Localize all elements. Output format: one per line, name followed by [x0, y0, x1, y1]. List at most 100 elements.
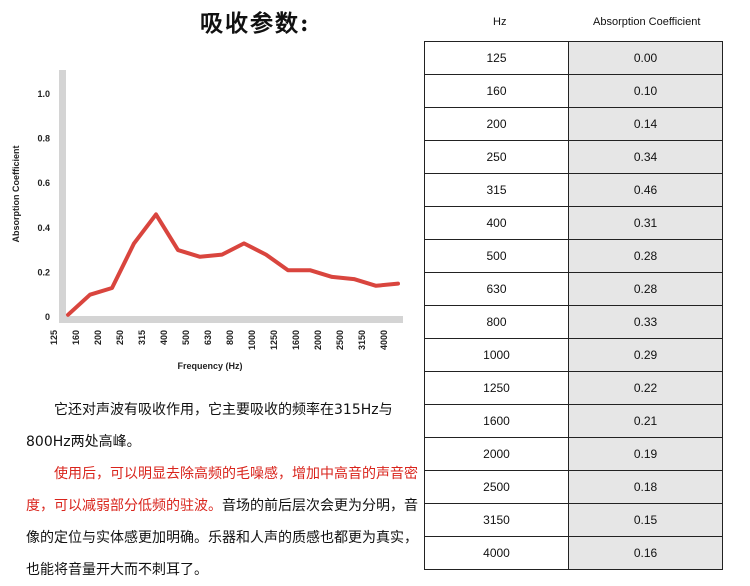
frequency-cell: 125: [424, 41, 569, 75]
frequency-cell: 800: [424, 305, 569, 339]
table-row: 630 0.28: [424, 272, 723, 306]
x-tick-label: 400: [159, 330, 169, 345]
coefficient-cell: 0.33: [568, 305, 723, 339]
data-point: [220, 253, 224, 257]
coefficient-cell: 0.15: [568, 503, 723, 537]
table-header-hz: Hz: [493, 16, 507, 28]
coefficient-cell: 0.19: [568, 437, 723, 471]
table-row: 500 0.28: [424, 239, 723, 273]
table-row: 250 0.34: [424, 140, 723, 174]
x-tick-label: 1600: [291, 330, 301, 350]
frequency-cell: 200: [424, 107, 569, 141]
description-highlight: 使用后，可以明显去除高频的毛噪感，增加中高音的声音密度，可以减弱部分低频的驻波。: [26, 466, 418, 514]
table-row: 1000 0.29: [424, 338, 723, 372]
frequency-cell: 2000: [424, 437, 569, 471]
data-point: [176, 248, 180, 252]
x-tick-label: 800: [225, 330, 235, 345]
page-title: 吸收参数:: [200, 10, 311, 37]
data-point: [286, 268, 290, 272]
x-tick-label: 500: [181, 330, 191, 345]
data-point: [110, 286, 114, 290]
data-point: [396, 282, 400, 286]
frequency-cell: 315: [424, 173, 569, 207]
x-tick-label: 3150: [357, 330, 367, 350]
y-tick-label: 0: [45, 312, 50, 322]
table-row: 1250 0.22: [424, 371, 723, 405]
x-tick-label: 2000: [313, 330, 323, 350]
table-row: 160 0.10: [424, 74, 723, 108]
y-tick-label: 0.6: [37, 178, 50, 188]
frequency-cell: 160: [424, 74, 569, 108]
y-tick-label: 0.2: [37, 267, 50, 277]
absorption-chart: 0 0.2 0.4 0.6 0.8 1.0 125 160 200 250 315 400 500 630…: [11, 70, 403, 371]
x-axis-title: Frequency (Hz): [177, 361, 242, 371]
frequency-cell: 2500: [424, 470, 569, 504]
description-text-1: 它还对声波有吸收作用，它主要吸收的频率在315Hz与800Hz两处高峰。: [26, 402, 393, 450]
data-point: [242, 241, 246, 245]
table-row: 800 0.33: [424, 305, 723, 339]
y-axis-title: Absorption Coefficient: [11, 146, 21, 243]
x-tick-label: 315: [137, 330, 147, 345]
data-point: [308, 268, 312, 272]
y-tick-label: 0.8: [37, 134, 50, 144]
table-header-absorption: Absorption Coefficient: [593, 16, 701, 28]
x-tick-label: 1000: [247, 330, 257, 350]
table-row: 400 0.31: [424, 206, 723, 240]
data-point: [66, 313, 70, 317]
data-point: [264, 253, 268, 257]
data-point: [154, 212, 158, 216]
table-row: 200 0.14: [424, 107, 723, 141]
frequency-cell: 1000: [424, 338, 569, 372]
y-axis-bar: [59, 70, 66, 322]
coefficient-cell: 0.21: [568, 404, 723, 438]
coefficient-cell: 0.28: [568, 239, 723, 273]
x-tick-label: 1250: [269, 330, 279, 350]
table-row: 315 0.46: [424, 173, 723, 207]
description-paragraph-1: 它还对声波有吸收作用，它主要吸收的频率在315Hz与800Hz两处高峰。: [26, 394, 426, 458]
frequency-cell: 400: [424, 206, 569, 240]
coefficient-cell: 0.10: [568, 74, 723, 108]
coefficient-cell: 0.16: [568, 536, 723, 570]
data-point: [88, 293, 92, 297]
table-row: 2000 0.19: [424, 437, 723, 471]
x-tick-label: 250: [115, 330, 125, 345]
y-tick-label: 0.4: [37, 223, 50, 233]
x-tick-label: 4000: [379, 330, 389, 350]
frequency-cell: 250: [424, 140, 569, 174]
description-paragraph-2: 使用后，可以明显去除高频的毛噪感，增加中高音的声音密度，可以减弱部分低频的驻波。…: [26, 458, 426, 586]
frequency-cell: 4000: [424, 536, 569, 570]
data-point: [374, 284, 378, 288]
frequency-cell: 1600: [424, 404, 569, 438]
table-row: 125 0.00: [424, 41, 723, 75]
x-tick-label: 160: [71, 330, 81, 345]
data-point: [198, 255, 202, 259]
series-line: [66, 212, 400, 317]
x-tick-label: 200: [93, 330, 103, 345]
data-point: [352, 277, 356, 281]
frequency-cell: 630: [424, 272, 569, 306]
coefficient-cell: 0.31: [568, 206, 723, 240]
coefficient-cell: 0.34: [568, 140, 723, 174]
table-row: 1600 0.21: [424, 404, 723, 438]
coefficient-cell: 0.29: [568, 338, 723, 372]
absorption-table: 125 0.00 160 0.10 200 0.14 250 0.34 315 0.46 400 0.…: [424, 41, 723, 570]
description-text-2: 音场的前后层次会更为分明，音像的定位与实体感更加明确。乐器和人声的质感也都更为真…: [26, 498, 418, 578]
coefficient-cell: 0.00: [568, 41, 723, 75]
frequency-cell: 3150: [424, 503, 569, 537]
coefficient-cell: 0.22: [568, 371, 723, 405]
frequency-cell: 500: [424, 239, 569, 273]
data-point: [132, 241, 136, 245]
frequency-cell: 1250: [424, 371, 569, 405]
x-tick-label: 125: [49, 330, 59, 345]
table-row: 4000 0.16: [424, 536, 723, 570]
table-row: 3150 0.15: [424, 503, 723, 537]
coefficient-cell: 0.46: [568, 173, 723, 207]
table-row: 2500 0.18: [424, 470, 723, 504]
coefficient-cell: 0.14: [568, 107, 723, 141]
coefficient-cell: 0.18: [568, 470, 723, 504]
x-axis-bar: [59, 316, 403, 323]
coefficient-cell: 0.28: [568, 272, 723, 306]
y-tick-label: 1.0: [37, 89, 50, 99]
data-point: [330, 275, 334, 279]
x-tick-label: 630: [203, 330, 213, 345]
